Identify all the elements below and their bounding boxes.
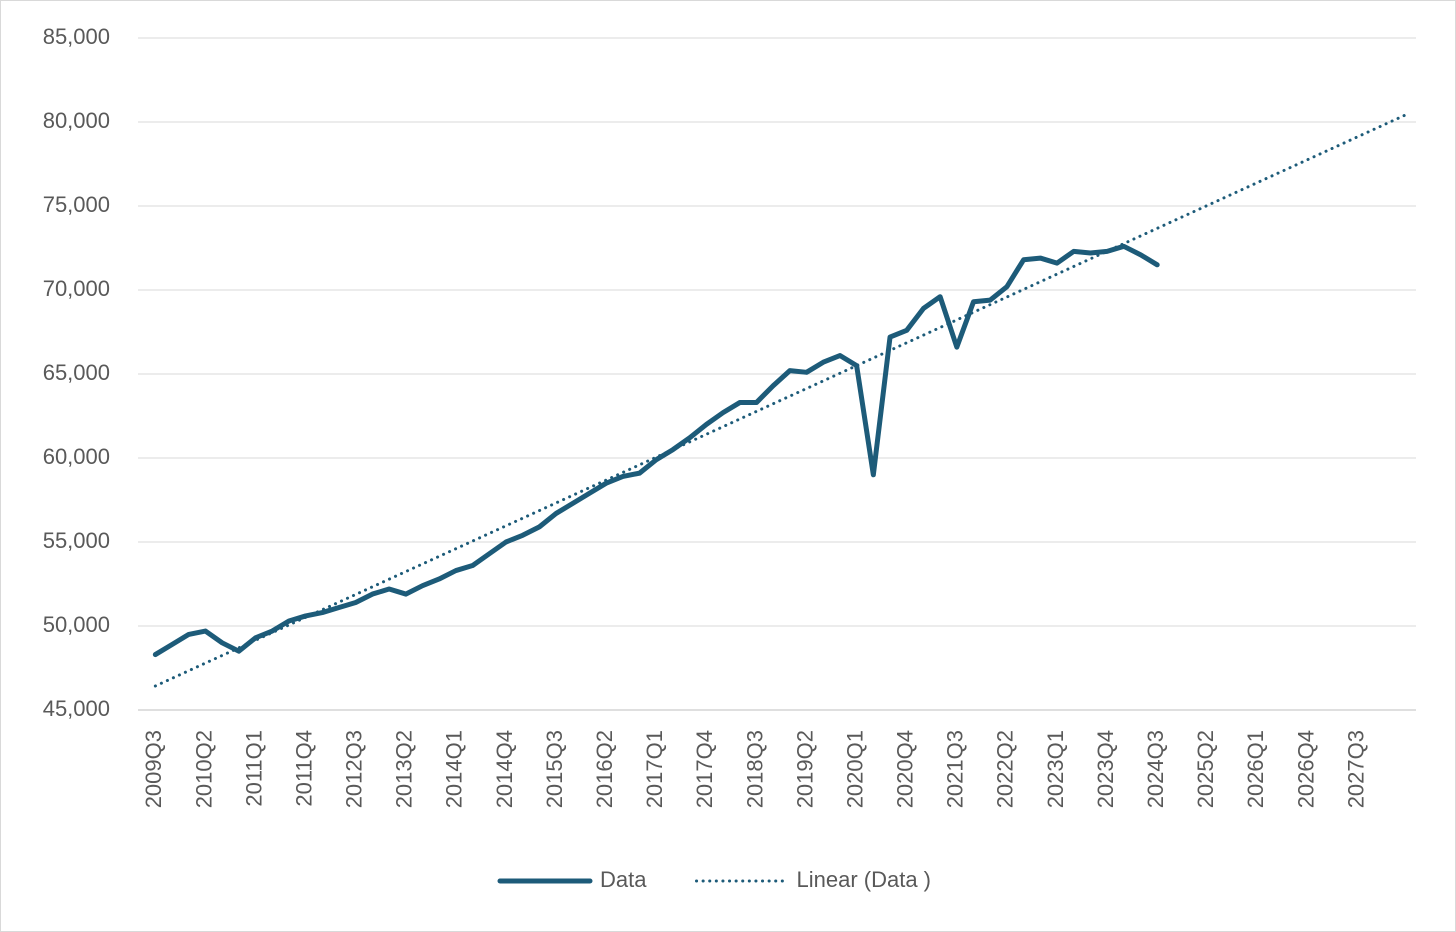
x-tick-label: 2018Q3 [742,730,767,808]
y-tick-label: 60,000 [43,444,110,469]
x-tick-label: 2014Q1 [442,730,467,808]
x-tick-label: 2020Q4 [893,730,918,808]
x-tick-label: 2013Q2 [392,730,417,808]
x-tick-label: 2026Q1 [1243,730,1268,808]
y-tick-label: 80,000 [43,108,110,133]
y-tick-label: 45,000 [43,696,110,721]
y-tick-label: 70,000 [43,276,110,301]
x-tick-label: 2020Q1 [842,730,867,808]
x-tick-label: 2023Q4 [1093,730,1118,808]
trend-line [153,112,1410,688]
legend-label: Linear (Data ) [796,867,931,892]
x-tick-label: 2011Q4 [291,730,316,807]
x-tick-label: 2010Q2 [191,730,216,808]
x-tick-label: 2017Q1 [642,730,667,808]
y-tick-label: 50,000 [43,612,110,637]
x-tick-label: 2014Q4 [492,730,517,808]
x-tick-label: 2015Q3 [542,730,567,808]
x-tick-label: 2016Q2 [592,730,617,808]
x-tick-label: 2027Q3 [1343,730,1368,808]
x-tick-label: 2009Q3 [141,730,166,808]
y-tick-label: 65,000 [43,360,110,385]
x-tick-label: 2012Q3 [342,730,367,808]
x-tick-label: 2019Q2 [792,730,817,808]
x-tick-label: 2025Q2 [1193,730,1218,808]
x-tick-label: 2011Q1 [241,730,266,807]
x-tick-label: 2026Q4 [1293,730,1318,808]
x-tick-label: 2017Q4 [692,730,717,808]
y-tick-label: 75,000 [43,192,110,217]
data-line [152,243,1160,658]
x-tick-label: 2023Q1 [1043,730,1068,808]
x-tick-label: 2022Q2 [993,730,1018,808]
legend-label: Data [600,867,647,892]
y-tick-label: 85,000 [43,24,110,49]
x-tick-label: 2024Q3 [1143,730,1168,808]
x-tick-label: 2021Q3 [943,730,968,808]
y-tick-label: 55,000 [43,528,110,553]
